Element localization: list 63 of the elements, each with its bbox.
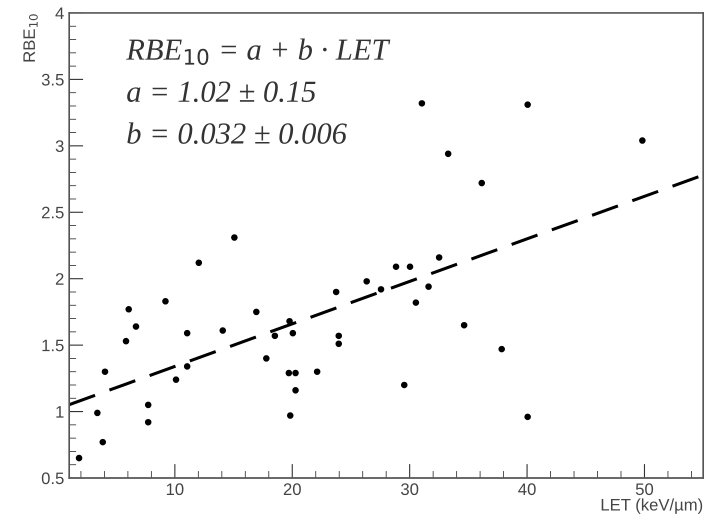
point [392, 263, 400, 270]
point [253, 308, 260, 316]
point [401, 382, 408, 388]
point [287, 412, 294, 419]
annotation: RBE$_{10}$ = a + b · LET [126, 38, 390, 65]
point [406, 263, 414, 270]
x-tick-label: 10 [166, 483, 184, 496]
point [290, 330, 296, 336]
point [412, 299, 420, 306]
point [335, 332, 342, 340]
point [231, 234, 238, 241]
point [425, 283, 432, 290]
point [418, 100, 426, 107]
x-tick-label: 20 [284, 483, 301, 496]
point [144, 402, 152, 408]
x-tick-label: 50 [636, 483, 654, 496]
y-tick-label: 3.5 [42, 74, 64, 86]
point [444, 150, 452, 158]
point [132, 323, 140, 330]
point [314, 368, 320, 375]
point [263, 355, 270, 362]
y-tick-label: 1.5 [42, 340, 64, 352]
point [184, 330, 190, 336]
point [524, 101, 531, 108]
x-tick-label: 40 [518, 483, 536, 496]
y-tick-label: 2 [56, 273, 64, 285]
x-tick-label: 30 [401, 483, 418, 496]
point [196, 260, 202, 266]
y-tick-label: 4 [55, 8, 64, 20]
y-axis-title: RBE$_{10}$ [23, 14, 38, 62]
point [332, 288, 340, 296]
point [378, 286, 384, 293]
annotation: b = 0.032 ± 0.006 [127, 122, 347, 144]
point [286, 318, 293, 324]
point [184, 363, 190, 370]
point [122, 338, 130, 344]
point [272, 332, 278, 340]
point [94, 410, 101, 416]
point [363, 278, 370, 285]
point [100, 438, 106, 446]
x-axis-title: LET (keV/µm) [602, 498, 702, 514]
point [478, 180, 486, 186]
point [292, 387, 299, 394]
point [436, 254, 442, 261]
y-tick-label: 3 [56, 140, 64, 152]
point [639, 137, 646, 144]
point [286, 370, 292, 376]
point [219, 327, 226, 334]
point [102, 368, 108, 375]
annotation: a = 1.02 ± 0.15 [127, 81, 316, 102]
y-tick-label: 0.5 [42, 472, 64, 484]
y-tick-label: 2.5 [42, 206, 64, 218]
point [460, 322, 468, 328]
point [335, 340, 342, 348]
point [144, 418, 152, 426]
point [292, 370, 299, 376]
point [125, 306, 132, 313]
point [172, 376, 180, 383]
point [498, 346, 505, 352]
point [162, 298, 169, 305]
point [524, 414, 531, 420]
y-tick-label: 1 [56, 406, 64, 418]
point [76, 454, 82, 462]
